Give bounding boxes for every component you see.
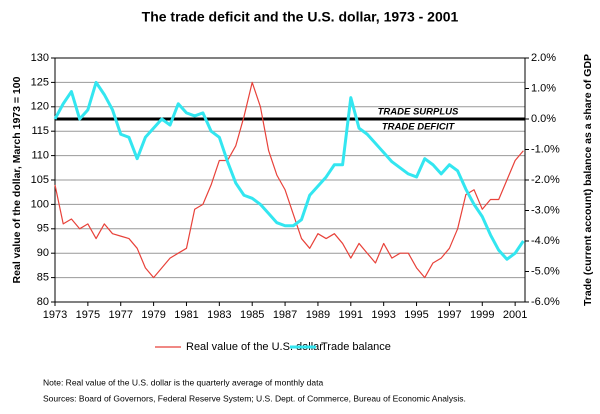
x-tick-label: 1999 xyxy=(470,309,494,321)
y-tick-label: 85 xyxy=(37,272,49,284)
x-tick-label: 2001 xyxy=(503,309,527,321)
y-tick-label: 80 xyxy=(37,296,49,308)
x-tick-label: 1991 xyxy=(339,309,363,321)
x-tick-label: 1981 xyxy=(174,309,198,321)
y2-tick-label: -5.0% xyxy=(531,265,560,277)
x-tick-label: 1985 xyxy=(240,309,264,321)
note: Sources: Board of Governors, Federal Res… xyxy=(43,393,466,403)
y-tick-label: 90 xyxy=(37,247,49,259)
y2-tick-label: -6.0% xyxy=(531,296,560,308)
annotation: TRADE SURPLUS xyxy=(378,107,459,118)
x-tick-label: 1995 xyxy=(404,309,428,321)
y-tick-label: 125 xyxy=(31,76,49,88)
x-tick-label: 1987 xyxy=(273,309,297,321)
y-tick-label: 105 xyxy=(31,174,49,186)
x-tick-label: 1973 xyxy=(43,309,67,321)
y2-tick-label: 0.0% xyxy=(531,113,556,125)
legend-label: Trade balance xyxy=(321,341,391,353)
x-tick-label: 1997 xyxy=(437,309,461,321)
y2-tick-label: 1.0% xyxy=(531,82,556,94)
x-tick-label: 1983 xyxy=(207,309,231,321)
y2-tick-label: -1.0% xyxy=(531,143,560,155)
x-tick-label: 1977 xyxy=(108,309,132,321)
y2-tick-label: 2.0% xyxy=(531,52,556,64)
data-line xyxy=(54,81,524,279)
y-tick-label: 110 xyxy=(31,150,49,162)
y2-tick-label: -3.0% xyxy=(531,204,560,216)
chart-title: The trade deficit and the U.S. dollar, 1… xyxy=(142,9,459,25)
y-tick-label: 95 xyxy=(37,223,49,235)
legend-label: Real value of the U.S. dollar xyxy=(186,341,323,353)
y2-tick-label: -4.0% xyxy=(531,235,560,247)
plot-frame xyxy=(54,57,526,303)
y-tick-label: 115 xyxy=(31,125,49,137)
y-tick-label: 130 xyxy=(31,52,49,64)
y2-tick-label: -2.0% xyxy=(531,174,560,186)
y-tick-label: 120 xyxy=(31,101,49,113)
data-line xyxy=(53,80,525,261)
x-tick-label: 1989 xyxy=(306,309,330,321)
note: Note: Real value of the U.S. dollar is t… xyxy=(43,377,323,387)
x-tick-label: 1979 xyxy=(141,309,165,321)
x-tick-label: 1993 xyxy=(371,309,395,321)
y2-axis-label: Trade (current account) balance as a sha… xyxy=(582,54,594,306)
y-tick-label: 100 xyxy=(31,198,49,210)
annotation: TRADE DEFICIT xyxy=(382,122,456,133)
y-axis-label: Real value of the dollar, March 1973 = 1… xyxy=(11,76,23,283)
x-tick-label: 1975 xyxy=(76,309,100,321)
